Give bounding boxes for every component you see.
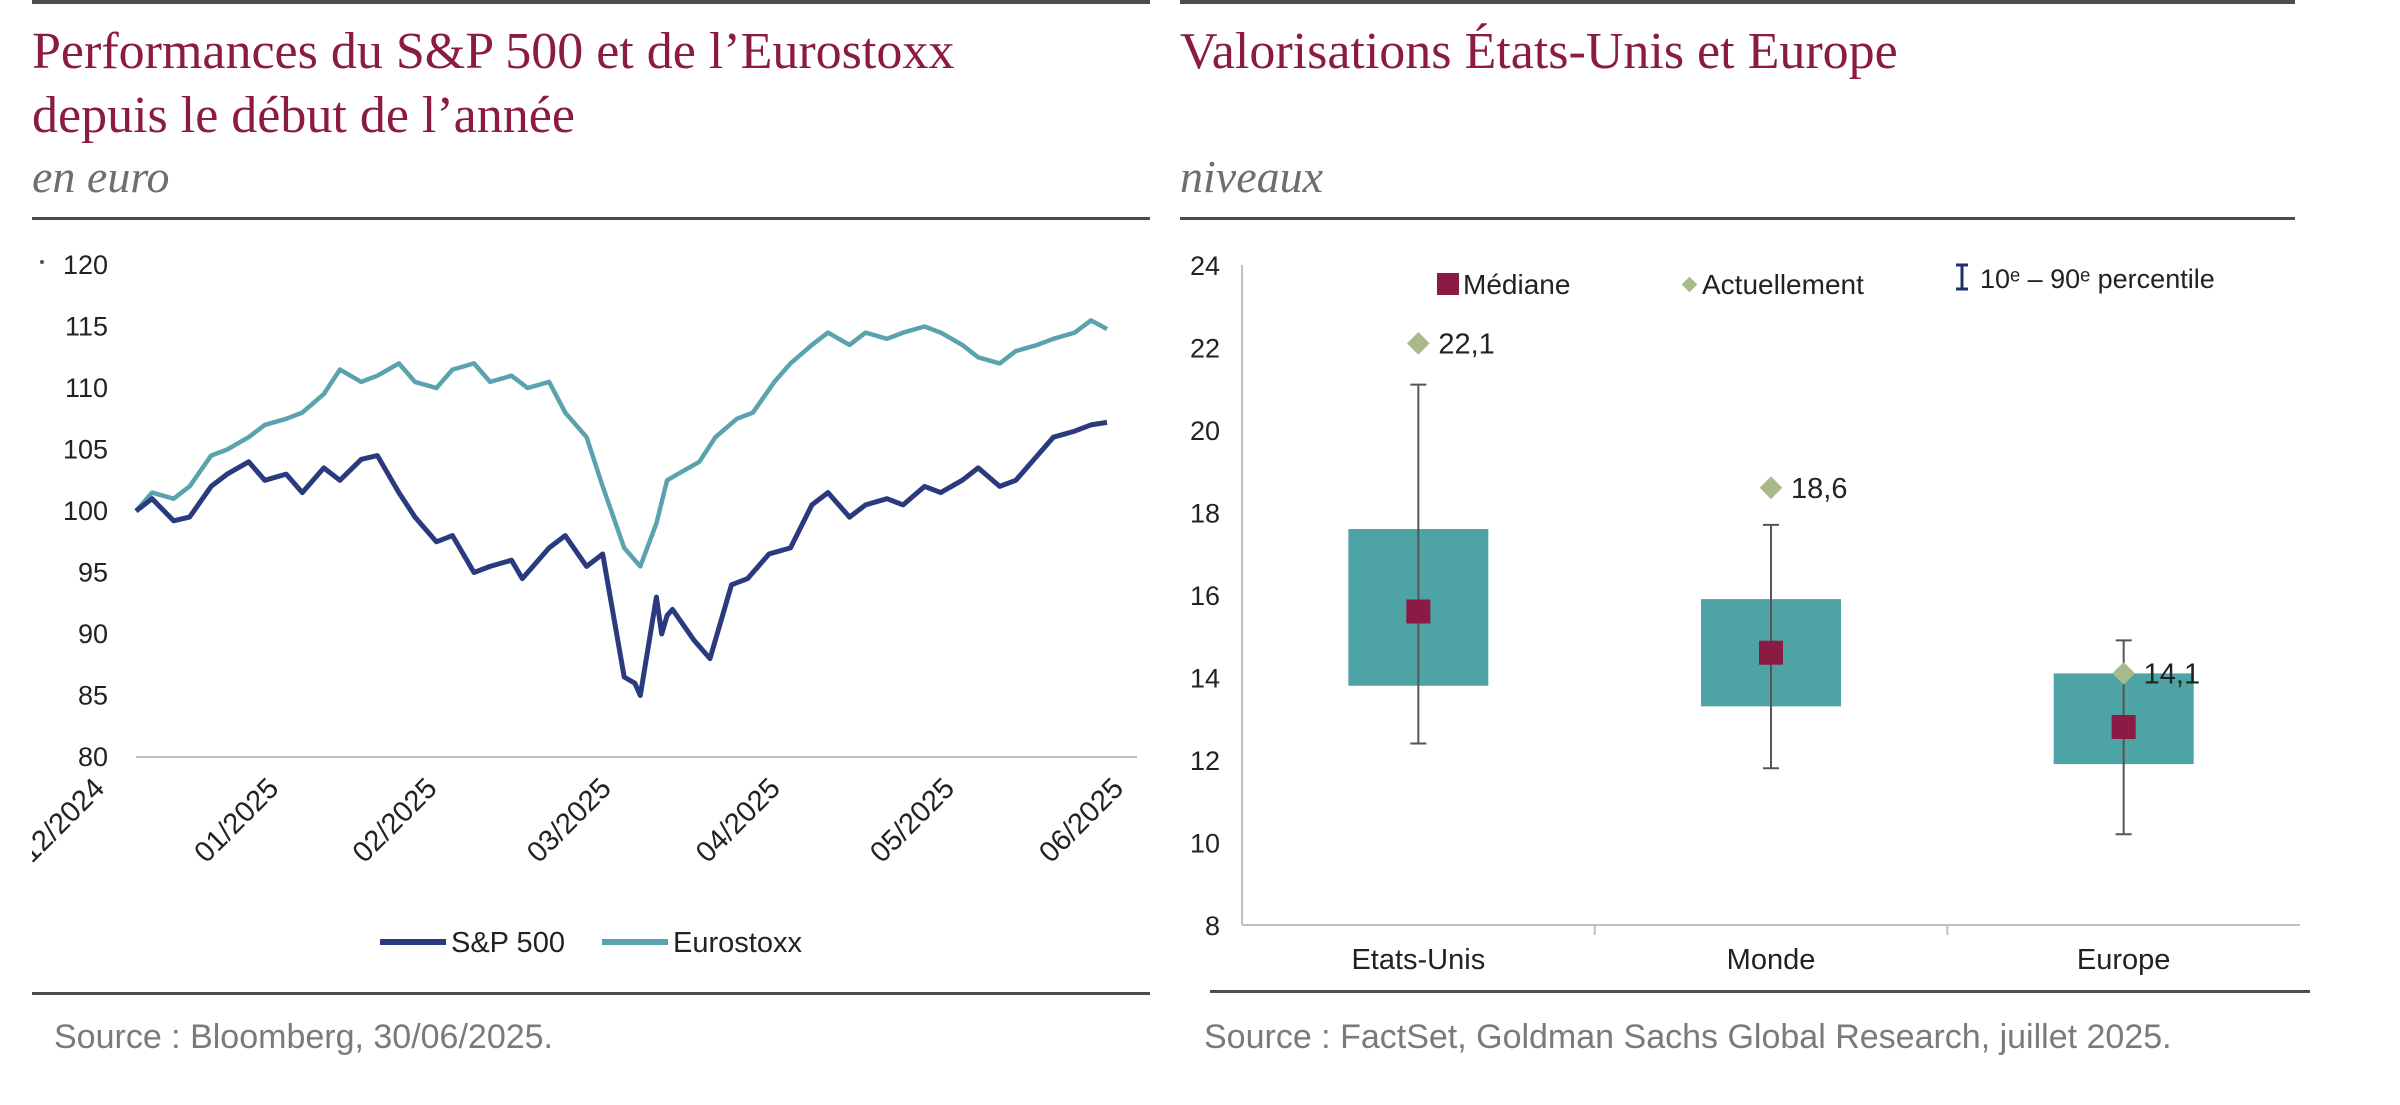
y-tick-label: 100 (63, 496, 108, 526)
legend-swatch-current (1681, 276, 1698, 293)
y-tick-label: 18 (1190, 499, 1220, 529)
axis-dot (40, 260, 44, 264)
x-tick-label: 01/2025 (189, 772, 286, 869)
top-rule (1180, 0, 2295, 4)
right-source-note: Source : FactSet, Goldman Sachs Global R… (1204, 1018, 2172, 1056)
legend-label-sp500: S&P 500 (451, 927, 565, 959)
y-tick-label: 24 (1190, 251, 1220, 281)
y-tick-label: 8 (1205, 911, 1220, 941)
series-line-sp500 (134, 419, 1108, 698)
current-value-label: 18,6 (1791, 473, 1847, 505)
category-label: Etats-Unis (1351, 944, 1485, 976)
x-tick-label: 04/2025 (690, 772, 787, 869)
y-tick-label: 115 (65, 312, 108, 342)
median-marker (1406, 599, 1431, 624)
legend-label-percentile: 10ᵉ – 90ᵉ percentile (1980, 264, 2215, 294)
y-tick-label: 105 (63, 435, 108, 465)
x-tick-label: 03/2025 (521, 772, 618, 869)
header-rule (32, 217, 1150, 220)
legend-swatch-median (1437, 273, 1459, 295)
top-rule (32, 0, 1150, 4)
y-tick-label: 22 (1190, 334, 1220, 364)
x-tick-label: 12/2024 (32, 772, 111, 869)
legend-label-eurostoxx: Eurostoxx (673, 927, 802, 959)
current-value-label: 14,1 (2144, 658, 2200, 690)
y-tick-label: 80 (78, 742, 108, 772)
left-chart-title: Performances du S&P 500 et de l’Eurostox… (32, 20, 954, 148)
left-chart-subtitle: en euro (32, 151, 170, 202)
y-tick-label: 85 (78, 681, 108, 711)
bottom-rule (1210, 990, 2310, 993)
left-source-note: Source : Bloomberg, 30/06/2025. (54, 1018, 553, 1056)
right-chart-subtitle: niveaux (1180, 151, 1324, 202)
y-tick-label: 12 (1190, 746, 1220, 776)
left-title-line1: Performances du S&P 500 et de l’Eurostox… (32, 23, 955, 80)
valuation-box-chart: 24 22 20 18 16 14 12 10 8 Etats-Unis 22,1 Monde 18,6… (1190, 251, 2300, 976)
y-tick-label: 95 (78, 558, 108, 588)
x-tick-label: 02/2025 (347, 772, 444, 869)
median-marker (1759, 640, 1783, 665)
y-tick-label: 14 (1190, 664, 1220, 694)
y-tick-label: 10 (1190, 829, 1220, 859)
y-tick-label: 110 (65, 373, 108, 403)
median-marker (2111, 715, 2136, 739)
right-chart-title: Valorisations États-Unis et Europe (1180, 23, 1898, 80)
header-rule (1180, 217, 2295, 220)
y-tick-label: 16 (1190, 581, 1220, 611)
series-line-eurostoxx (134, 318, 1109, 569)
y-tick-label: 90 (78, 619, 108, 649)
bottom-rule (32, 992, 1150, 995)
x-tick-label: 05/2025 (864, 772, 961, 869)
category-label: Monde (1727, 944, 1816, 976)
legend-label-current: Actuellement (1702, 269, 1864, 300)
y-tick-label: 120 (63, 250, 108, 280)
y-tick-label: 20 (1190, 416, 1220, 446)
left-title-line2: depuis le début de l’année (32, 87, 575, 144)
x-tick-label: 06/2025 (1033, 772, 1130, 869)
current-marker (1759, 476, 1783, 500)
category-label: Europe (2077, 944, 2171, 976)
current-value-label: 22,1 (1438, 328, 1494, 360)
current-marker (1407, 332, 1430, 355)
legend-label-median: Médiane (1463, 269, 1570, 300)
